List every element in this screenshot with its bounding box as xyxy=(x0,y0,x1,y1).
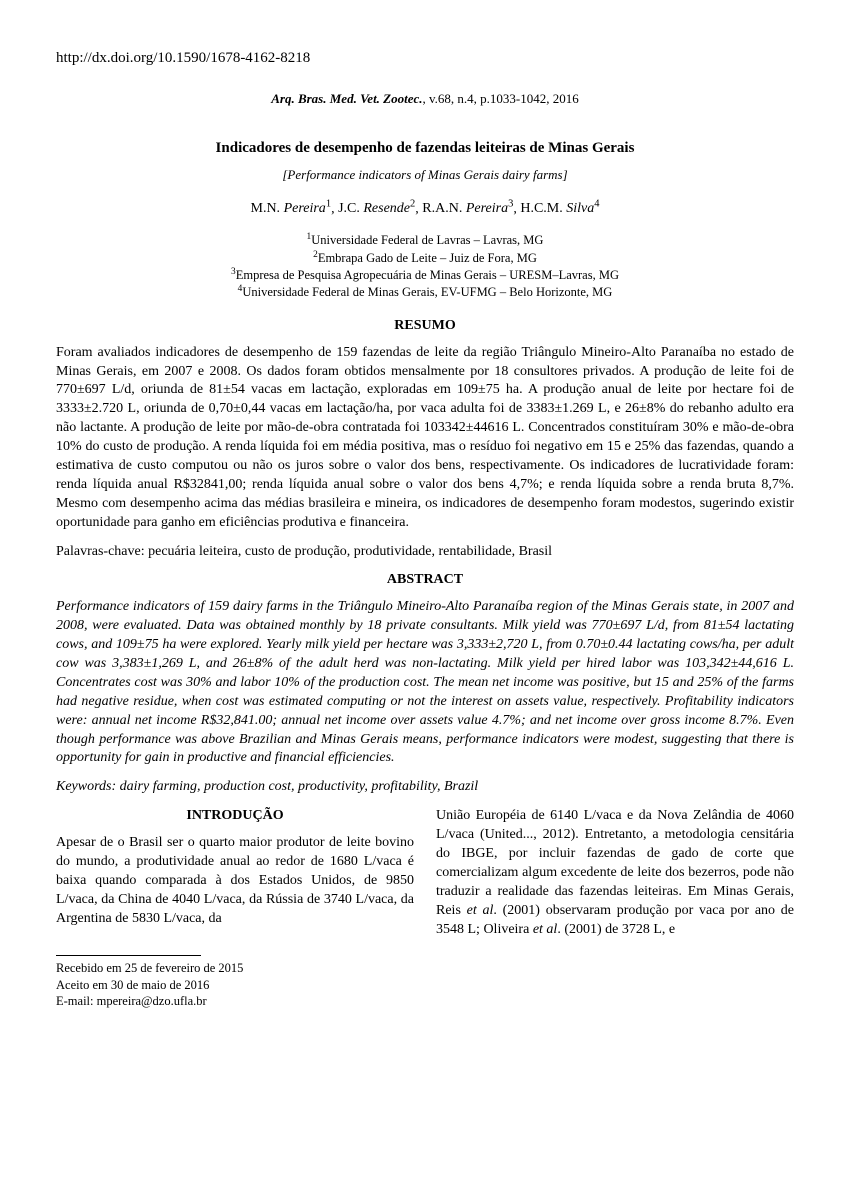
authors-line: M.N. Pereira1, J.C. Resende2, R.A.N. Per… xyxy=(56,198,794,220)
keywords-en: Keywords: dairy farming, production cost… xyxy=(56,778,794,797)
author-3: R.A.N. Pereira3 xyxy=(422,201,513,216)
author-2: J.C. Resende2 xyxy=(338,201,415,216)
introducao-heading: INTRODUÇÃO xyxy=(56,807,414,826)
affiliation-3: 3Empresa de Pesquisa Agropecuária de Min… xyxy=(56,266,794,283)
footnote-received: Recebido em 25 de fevereiro de 2015 xyxy=(56,960,794,976)
intro-col-left: INTRODUÇÃO Apesar de o Brasil ser o quar… xyxy=(56,807,414,939)
etal-2: et al xyxy=(533,922,558,937)
etal-1: et al xyxy=(467,903,494,918)
author-1: M.N. Pereira1 xyxy=(251,201,332,216)
affiliation-2: 2Embrapa Gado de Leite – Juiz de Fora, M… xyxy=(56,249,794,266)
article-title: Indicadores de desempenho de fazendas le… xyxy=(56,138,794,158)
footnote-email: E-mail: mpereira@dzo.ufla.br xyxy=(56,993,794,1009)
author-4: H.C.M. Silva4 xyxy=(520,201,599,216)
article-subtitle: [Performance indicators of Minas Gerais … xyxy=(56,166,794,184)
intro-columns: INTRODUÇÃO Apesar de o Brasil ser o quar… xyxy=(56,807,794,939)
journal-issue: , v.68, n.4, p.1033-1042, 2016 xyxy=(423,91,579,106)
footnotes: Recebido em 25 de fevereiro de 2015 Acei… xyxy=(56,960,794,1009)
affiliations: 1Universidade Federal de Lavras – Lavras… xyxy=(56,231,794,301)
resumo-body: Foram avaliados indicadores de desempenh… xyxy=(56,344,794,533)
keywords-pt: Palavras-chave: pecuária leiteira, custo… xyxy=(56,543,794,562)
abstract-heading: ABSTRACT xyxy=(56,571,794,590)
intro-text-right-c: . (2001) de 3728 L, e xyxy=(557,922,675,937)
intro-text-right-a: União Européia de 6140 L/vaca e da Nova … xyxy=(436,808,794,917)
footnote-accepted: Aceito em 30 de maio de 2016 xyxy=(56,977,794,993)
journal-citation: Arq. Bras. Med. Vet. Zootec., v.68, n.4,… xyxy=(56,90,794,108)
intro-col-right: União Européia de 6140 L/vaca e da Nova … xyxy=(436,807,794,939)
affiliation-4: 4Universidade Federal de Minas Gerais, E… xyxy=(56,283,794,300)
abstract-body: Performance indicators of 159 dairy farm… xyxy=(56,598,794,768)
footnote-separator xyxy=(56,955,201,956)
journal-name: Arq. Bras. Med. Vet. Zootec. xyxy=(271,91,422,106)
doi-link[interactable]: http://dx.doi.org/10.1590/1678-4162-8218 xyxy=(56,48,794,68)
intro-text-left: Apesar de o Brasil ser o quarto maior pr… xyxy=(56,835,414,926)
resumo-heading: RESUMO xyxy=(56,317,794,336)
affiliation-1: 1Universidade Federal de Lavras – Lavras… xyxy=(56,231,794,248)
